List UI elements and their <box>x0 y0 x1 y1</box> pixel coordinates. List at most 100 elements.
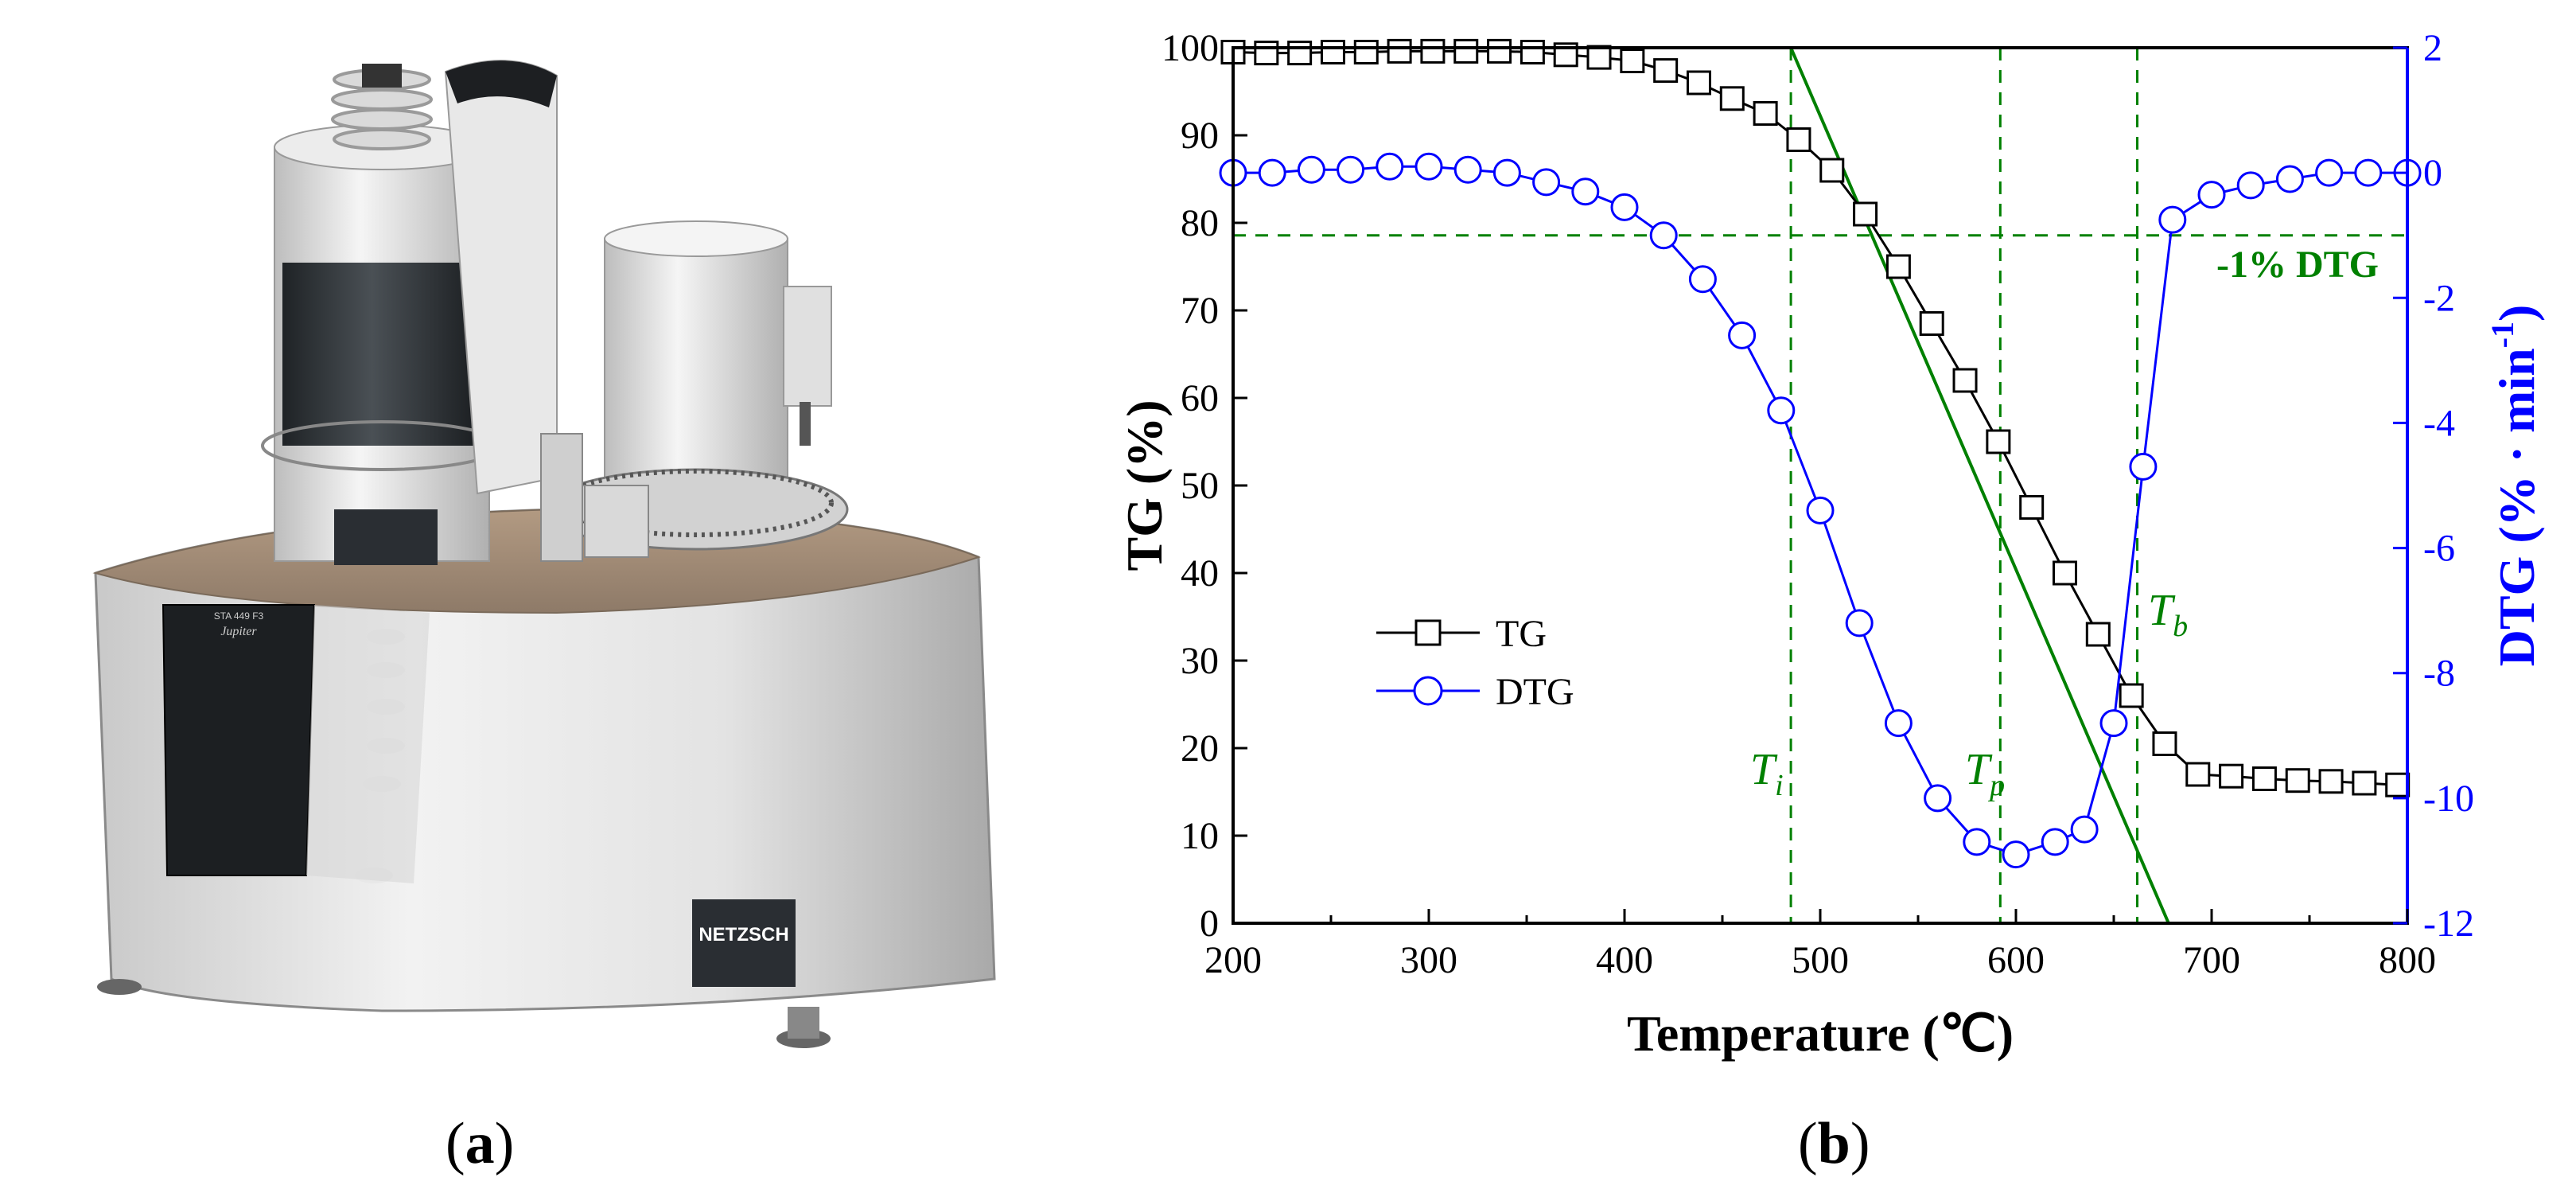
dtg-point <box>2275 165 2304 193</box>
tg-point <box>1586 45 1612 70</box>
tangent-line <box>1789 47 2170 924</box>
dtg-point <box>1258 158 1286 187</box>
tg-point <box>2219 763 2244 789</box>
tb-label-sub: b <box>2173 610 2188 643</box>
y-left-tick-label: 20 <box>1181 727 1219 770</box>
y-left-tick-label: 100 <box>1162 27 1219 69</box>
dtg-point <box>2099 709 2128 738</box>
tg-point <box>2318 769 2344 794</box>
tg-point <box>1853 201 1878 227</box>
x-tick-label: 300 <box>1400 939 1457 981</box>
dtg-point <box>1767 396 1796 425</box>
dtg-point <box>1924 784 1952 813</box>
y-right-tick-label: -8 <box>2423 653 2455 695</box>
ti-label-main: T <box>1750 745 1778 794</box>
y-left-tick-label: 50 <box>1181 465 1219 507</box>
y-axis-right-label-close: ) <box>2488 305 2545 322</box>
tg-point <box>1786 127 1811 152</box>
chart-ticks: 200 300 400 500 600 700 8000102030405060708090… <box>1162 27 2474 981</box>
y-left-tick-label: 60 <box>1181 377 1219 419</box>
legend-tg-label: TG <box>1496 613 1547 655</box>
tg-point <box>2085 622 2111 647</box>
tg-point <box>2019 495 2045 520</box>
tg-point <box>1719 86 1745 111</box>
y-left-tick-label: 80 <box>1181 202 1219 244</box>
dtg-point <box>1610 193 1639 221</box>
dtg-point <box>2236 171 2265 200</box>
dtg-point <box>1532 168 1561 197</box>
y-left-tick-label: 70 <box>1181 290 1219 332</box>
tg-point <box>1986 429 2011 454</box>
caption-b-close: ) <box>1850 1111 1870 1176</box>
y-axis-right-label-sup: -1 <box>2485 322 2520 348</box>
instrument-photo: NETZSCH STA 449 F3 Jupiter <box>0 0 1034 1098</box>
ti-label-sub: i <box>1775 769 1784 802</box>
tg-point <box>1453 38 1479 64</box>
dtg-point <box>2041 828 2069 856</box>
dtg-threshold-label: -1% DTG <box>2216 244 2379 286</box>
dtg-point <box>1337 155 1365 184</box>
caption-a: (a) <box>446 1110 514 1178</box>
thermal-analyzer-illustration: NETZSCH STA 449 F3 Jupiter <box>92 60 996 1048</box>
dtg-point <box>1297 155 1325 184</box>
tg-point <box>1919 311 1944 336</box>
dtg-point <box>2070 815 2099 844</box>
legend-dtg-marker <box>1413 676 1443 706</box>
tg-point <box>1753 101 1778 126</box>
dtg-point <box>2129 452 2158 481</box>
x-tick-label: 800 <box>2379 939 2436 981</box>
tg-point <box>2185 762 2211 787</box>
dtg-point <box>1728 321 1757 349</box>
y-left-tick-label: 10 <box>1181 815 1219 857</box>
y-left-tick-label: 0 <box>1200 903 1219 945</box>
tg-point <box>1952 368 1978 393</box>
series-label: Jupiter <box>220 625 257 638</box>
caption-b: (b) <box>1798 1110 1870 1178</box>
y-right-tick-label: -2 <box>2423 277 2455 319</box>
tg-point <box>1287 41 1313 66</box>
model-label: STA 449 F3 <box>214 610 264 622</box>
caption-a-open: ( <box>446 1111 465 1176</box>
y-axis-left-label: TG (%) <box>1116 400 1173 571</box>
dtg-point <box>1414 152 1443 181</box>
caption-b-letter: b <box>1817 1111 1850 1176</box>
tg-point <box>2152 731 2177 756</box>
dtg-point <box>1492 158 1521 187</box>
y-right-tick-label: -10 <box>2423 778 2474 820</box>
tg-series-line <box>1232 49 2398 786</box>
brand-label: NETZSCH <box>698 924 788 946</box>
dtg-point <box>2354 158 2383 187</box>
tp-label-sub: p <box>1987 769 2005 802</box>
tg-point <box>1387 38 1412 64</box>
tg-point <box>2352 770 2377 796</box>
y-left-tick-label: 30 <box>1181 640 1219 682</box>
dtg-point <box>2315 158 2344 187</box>
tp-label-main: T <box>1965 745 1993 794</box>
ti-label: Ti <box>1750 745 1784 802</box>
legend-dtg-label: DTG <box>1496 671 1574 713</box>
dtg-point <box>1884 709 1913 738</box>
tg-point <box>2251 766 2277 791</box>
tg-point <box>1520 40 1545 64</box>
x-tick-label: 600 <box>1987 939 2045 981</box>
chart-legend: TG DTG <box>1376 613 1574 713</box>
dtg-point <box>2002 840 2030 869</box>
tg-point <box>2385 772 2411 797</box>
x-tick-label: 500 <box>1792 939 1849 981</box>
y-right-tick-label: 0 <box>2423 152 2442 194</box>
dtg-point <box>1376 152 1404 181</box>
y-right-tick-label: -6 <box>2423 528 2455 570</box>
dtg-point <box>1649 221 1678 250</box>
tg-point <box>2285 768 2310 793</box>
tg-point <box>1254 41 1279 66</box>
tb-label: Tb <box>2148 586 2188 643</box>
dtg-point <box>1806 496 1835 524</box>
tp-label: Tp <box>1965 745 2005 802</box>
tb-label-main: T <box>2148 586 2176 635</box>
tg-point <box>1686 70 1711 96</box>
x-tick-label: 700 <box>2183 939 2240 981</box>
y-axis-right-label-main: DTG (% · min <box>2488 348 2545 666</box>
dtg-point <box>1688 265 1717 294</box>
dtg-point <box>2158 205 2187 234</box>
